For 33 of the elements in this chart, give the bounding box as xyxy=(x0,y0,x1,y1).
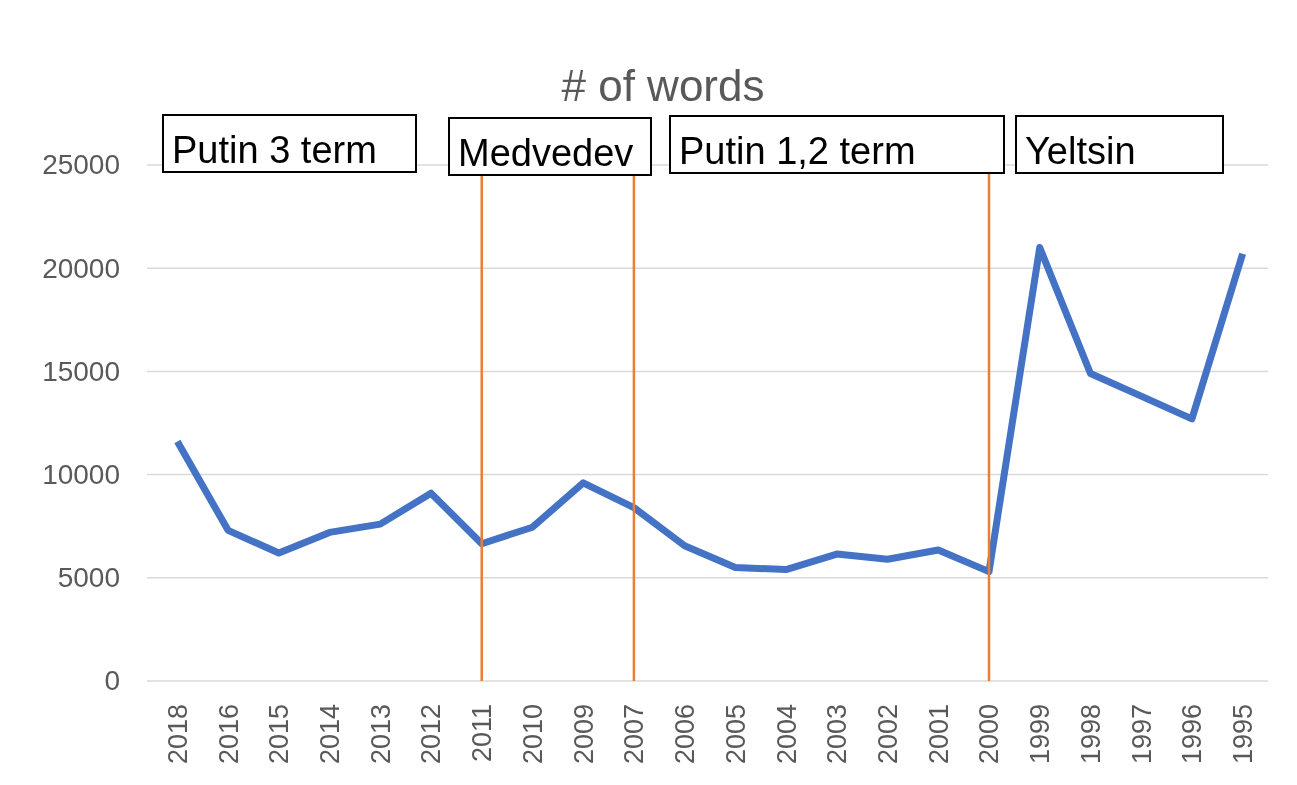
x-tick-label: 2012 xyxy=(416,704,447,765)
y-tick-label: 25000 xyxy=(42,149,120,181)
x-tick-label: 2016 xyxy=(213,704,244,765)
annotation: Putin 3 term xyxy=(172,129,377,171)
x-tick-label: 2000 xyxy=(974,704,1005,765)
x-tick-label: 2007 xyxy=(619,704,650,765)
y-tick-label: 20000 xyxy=(42,252,120,284)
x-tick-label: 1995 xyxy=(1228,704,1259,765)
x-tick-label: 2010 xyxy=(517,704,548,765)
chart-title: # of words xyxy=(561,61,765,110)
annotation: Medvedev xyxy=(458,132,634,174)
x-tick-label: 2013 xyxy=(365,704,396,765)
x-tick-label: 2011 xyxy=(467,704,498,763)
x-tick-label: 2003 xyxy=(822,704,853,765)
y-tick-label: 0 xyxy=(104,665,120,697)
x-tick-label: 2001 xyxy=(923,704,954,765)
x-tick-label: 2009 xyxy=(568,704,599,765)
x-tick-label: 2018 xyxy=(162,704,193,765)
x-tick-label: 1997 xyxy=(1126,704,1157,765)
y-tick-label: 15000 xyxy=(42,355,120,387)
x-tick-label: 1998 xyxy=(1075,704,1106,765)
x-tick-label: 1999 xyxy=(1025,704,1056,765)
annotation: Yeltsin xyxy=(1025,130,1136,172)
x-tick-label: 2005 xyxy=(720,704,751,765)
x-tick-label: 2002 xyxy=(873,704,903,765)
x-tick-label: 2014 xyxy=(315,704,345,765)
y-tick-label: 10000 xyxy=(42,459,120,491)
x-tick-label: 1996 xyxy=(1177,704,1208,765)
x-tick-label: 2015 xyxy=(264,704,295,765)
x-tick-label: 2006 xyxy=(670,704,701,765)
annotation: Putin 1,2 term xyxy=(679,130,916,172)
y-tick-label: 5000 xyxy=(57,562,120,594)
x-tick-label: 2004 xyxy=(771,704,802,765)
